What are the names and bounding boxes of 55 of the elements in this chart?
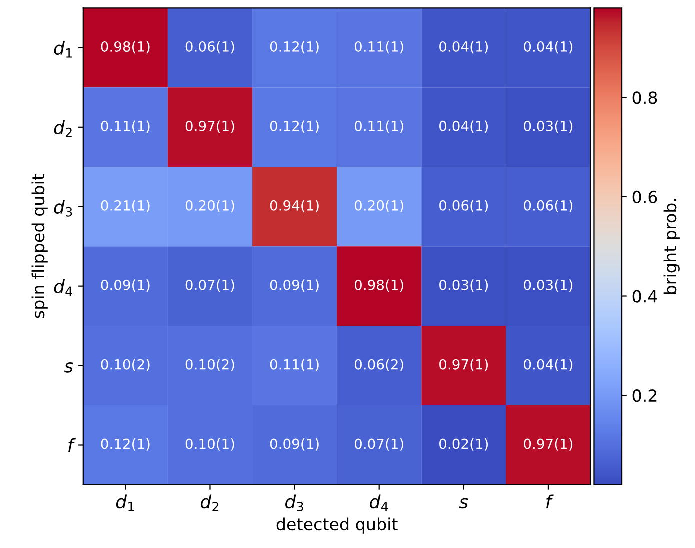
data-label: 0.12(1) [101, 438, 150, 451]
y-tick-label: d$_{1}$ [54, 41, 72, 58]
data-label: 0.20(1) [354, 200, 404, 213]
data-label: 0.94(1) [270, 200, 319, 213]
data-label: 0.09(1) [270, 280, 319, 292]
data-label: 0.20(1) [186, 200, 234, 213]
data-label: 0.10(1) [186, 438, 234, 451]
color-bar-label: 0.2 [632, 390, 657, 402]
x-tick-label: s [459, 498, 468, 509]
x-axis-title: detected qubit [276, 518, 398, 534]
data-label: 0.02(1) [440, 438, 488, 451]
y-tick-label: f [68, 438, 76, 452]
x-tick-label: d$_{2}$ [200, 494, 219, 512]
data-label: 0.11(1) [101, 120, 150, 134]
color-bar-label: 0.8 [632, 92, 658, 104]
data-label: 0.03(1) [524, 120, 573, 134]
x-tick-label: d$_{1}$ [116, 494, 134, 512]
data-label: 0.98(1) [354, 280, 404, 292]
y-tick-label: d$_{4}$ [54, 279, 72, 296]
color-bar-label: 0.4 [632, 290, 658, 303]
data-label: 0.97(1) [440, 359, 488, 372]
y-tick-label: s [64, 362, 74, 373]
data-label: 0.11(1) [270, 359, 319, 372]
color-bar-label: 0.6 [632, 190, 658, 204]
data-label: 0.97(1) [186, 120, 234, 134]
data-label: 0.98(1) [101, 41, 150, 54]
x-tick-label: d$_{4}$ [370, 494, 388, 512]
data-label: 0.07(1) [354, 438, 404, 451]
data-label: 0.09(1) [270, 438, 319, 451]
data-label: 0.04(1) [524, 41, 573, 54]
color-bar-title: bright prob. [664, 199, 680, 294]
data-label: 0.10(2) [186, 359, 234, 372]
data-label: 0.04(1) [440, 41, 488, 54]
data-label: 0.06(2) [354, 359, 404, 372]
data-label: 0.12(1) [270, 41, 319, 54]
data-label: 0.04(1) [440, 120, 488, 134]
y-tick-label: d$_{2}$ [54, 120, 72, 138]
data-label: 0.06(1) [524, 200, 573, 213]
y-tick-label: d$_{3}$ [54, 200, 72, 217]
data-label: 0.11(1) [354, 120, 404, 134]
data-label: 0.10(2) [101, 359, 150, 372]
data-label: 0.12(1) [270, 120, 319, 134]
data-label: 0.07(1) [186, 280, 234, 292]
data-label: 0.11(1) [354, 41, 404, 54]
data-label: 0.04(1) [524, 359, 573, 372]
data-label: 0.97(1) [524, 438, 573, 451]
data-label: 0.21(1) [101, 200, 150, 213]
data-label: 0.06(1) [186, 41, 234, 54]
data-label: 0.06(1) [440, 200, 488, 213]
data-label: 0.03(1) [524, 280, 573, 292]
data-label: 0.09(1) [101, 280, 150, 292]
data-label: 0.03(1) [440, 280, 488, 292]
x-tick-label: f [546, 494, 554, 508]
x-tick-label: d$_{3}$ [286, 494, 304, 512]
y-axis-title: spin flipped qubit [32, 174, 48, 318]
